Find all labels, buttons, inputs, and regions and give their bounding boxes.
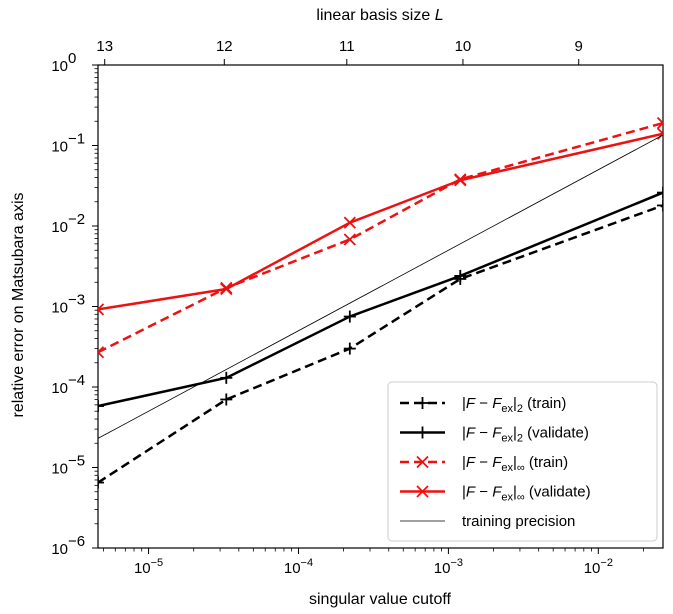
series-3-point-1 — [220, 282, 233, 296]
y-tick-exp-3: −3 — [68, 292, 85, 309]
series-3-point-0 — [98, 303, 105, 316]
legend-label-2: |F − Fex|∞ (train) — [462, 454, 568, 474]
top-axis-ticks: 13 12 11 10 9 — [96, 38, 583, 65]
series-0-point-1 — [220, 393, 233, 406]
legend-marker-0 — [416, 397, 429, 409]
series-2-point-4 — [656, 116, 663, 130]
top-tick-label-0: 13 — [96, 38, 113, 55]
y-tick-exp-5: −1 — [68, 131, 85, 148]
top-tick-label-3: 10 — [455, 38, 472, 55]
x-axis-label: singular value cutoff — [309, 591, 452, 608]
top-tick-label-2: 11 — [339, 38, 355, 55]
series-2-point-0 — [98, 346, 105, 359]
legend-label-3: |F − Fex|∞ (validate) — [462, 484, 591, 504]
legend-label-4: training precision — [462, 513, 575, 530]
y-tick-label-0: 10 — [51, 541, 68, 558]
y-tick-label-6: 10 — [51, 58, 68, 75]
series-layer — [98, 116, 663, 489]
y-tick-exp-0: −6 — [68, 533, 85, 550]
series-2-point-2 — [343, 233, 356, 246]
series-0-point-4 — [657, 199, 663, 212]
series-1-point-0 — [98, 400, 104, 413]
top-tick-label-4: 9 — [575, 38, 583, 55]
y-tick-exp-1: −5 — [68, 453, 85, 470]
legend-marker-3 — [416, 485, 429, 498]
legend-label-1: |F − Fex|2 (validate) — [462, 425, 589, 445]
x-tick-label-2: 10−3 — [434, 557, 463, 577]
series-1-point-4 — [657, 186, 663, 199]
x-tick-label-1: 10−4 — [284, 557, 313, 577]
x-axis-ticks: 10−5 10−4 10−3 10−2 — [103, 548, 644, 577]
y-tick-label-4: 10 — [51, 219, 68, 236]
y-tick-label-5: 10 — [51, 139, 68, 156]
series-0-point-0 — [98, 476, 104, 489]
legend-label-0: |F − Fex|2 (train) — [462, 395, 566, 415]
legend-marker-2 — [416, 455, 429, 469]
y-tick-label-2: 10 — [51, 380, 68, 397]
top-axis-label: linear basis size L — [316, 7, 443, 24]
x-tick-label-0: 10−5 — [134, 557, 163, 577]
series-1-point-1 — [220, 371, 233, 384]
series-1-point-2 — [343, 310, 356, 323]
top-tick-label-1: 12 — [216, 38, 233, 55]
y-tick-label-3: 10 — [51, 300, 68, 317]
y-tick-exp-4: −2 — [68, 211, 85, 228]
series-3-point-3 — [454, 174, 467, 187]
legend-marker-1 — [416, 426, 429, 439]
legend: |F − Fex|2 (train) |F − Fex|2 (validate) |… — [387, 381, 658, 542]
y-tick-label-1: 10 — [51, 461, 68, 478]
series-line-1 — [98, 191, 663, 408]
x-tick-label-3: 10−2 — [584, 557, 613, 577]
series-3-point-2 — [343, 216, 356, 229]
y-tick-exp-2: −4 — [68, 372, 85, 389]
y-tick-exp-6: 0 — [68, 50, 76, 67]
legend-box — [387, 381, 658, 542]
series-line-2 — [98, 121, 663, 354]
series-line-4 — [98, 134, 663, 439]
y-axis-label: relative error on Matsubara axis — [10, 193, 27, 418]
series-1-point-3 — [454, 269, 467, 282]
series-0-point-2 — [343, 342, 356, 355]
